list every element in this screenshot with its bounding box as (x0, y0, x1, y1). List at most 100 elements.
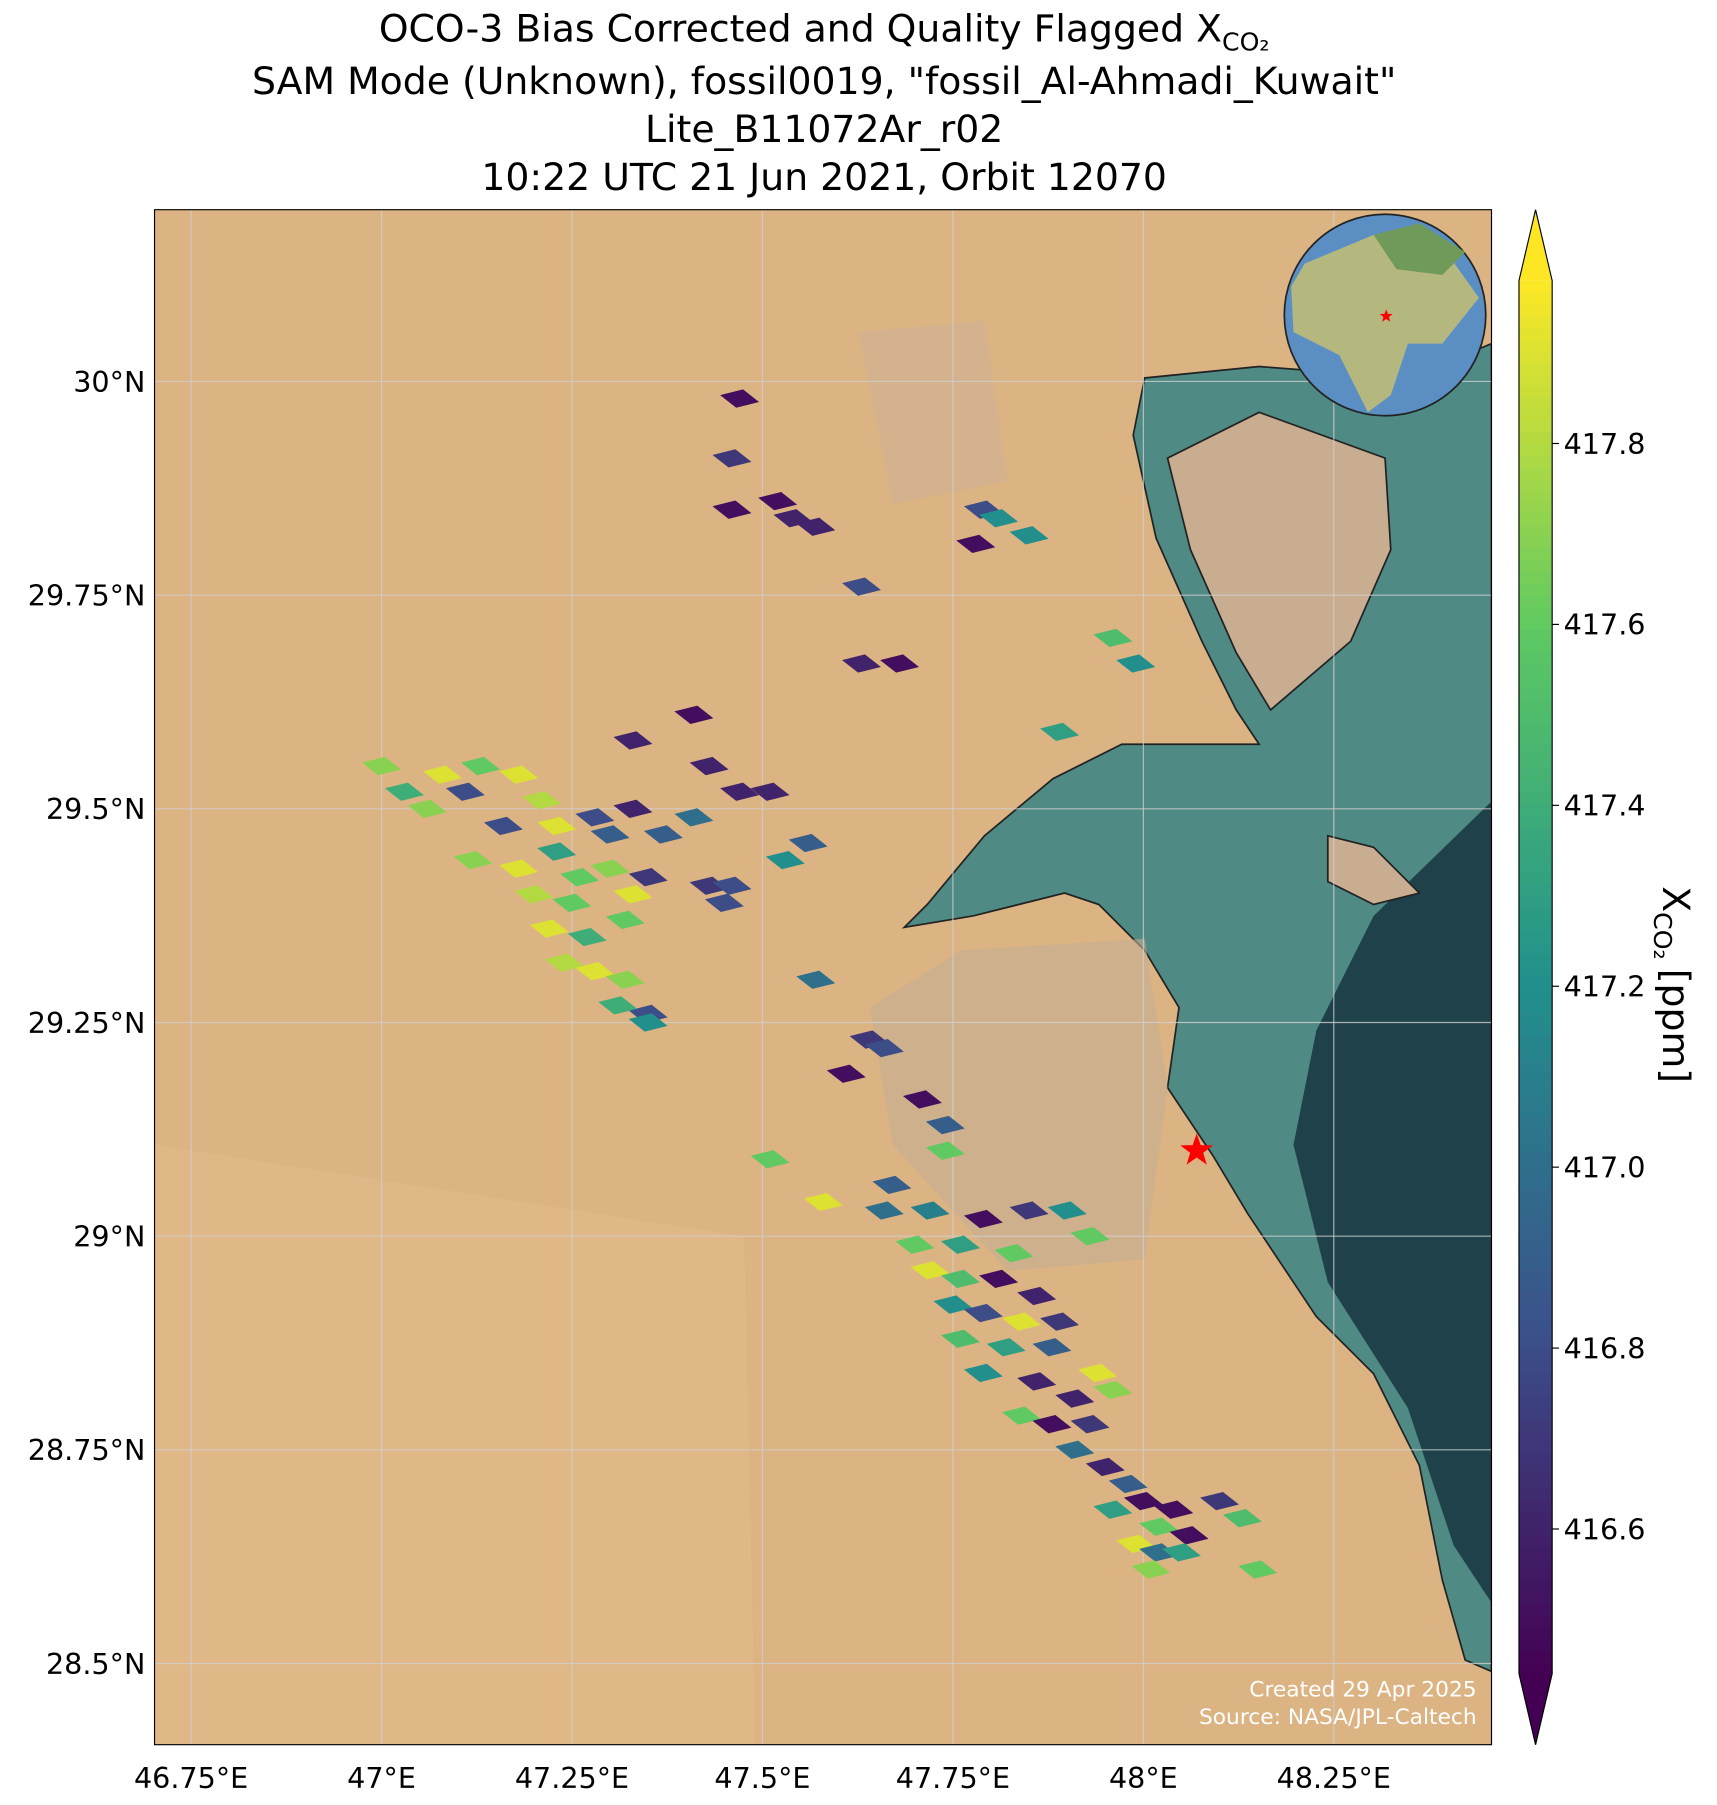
footprint (1085, 1457, 1125, 1477)
title-line: OCO-3 Bias Corrected and Quality Flagged… (379, 6, 1270, 56)
footprint (720, 389, 760, 408)
colorbar-segment (1518, 1487, 1553, 1501)
footprint (758, 491, 798, 511)
title-line: Lite_B11072Ar_r02 (645, 107, 1003, 151)
footprint (1108, 1474, 1148, 1494)
colorbar-segment (1518, 1464, 1553, 1478)
footprint (1009, 1201, 1049, 1220)
footprint (979, 1269, 1019, 1289)
colorbar-segment (1518, 1290, 1553, 1303)
colorbar-segment (1518, 884, 1553, 897)
colorbar-tick-label: 416.8 (1564, 1331, 1646, 1365)
colorbar-segment (1518, 454, 1553, 468)
footprint (575, 962, 615, 981)
footprint (1169, 1526, 1209, 1545)
x-tick-label: 48.25°E (1277, 1761, 1391, 1795)
x-tick-label: 47.75°E (896, 1761, 1010, 1795)
colorbar-segment (1518, 663, 1553, 677)
footprint (1017, 1372, 1057, 1391)
footprint (544, 953, 584, 972)
colorbar-segment (1518, 1058, 1553, 1071)
colorbar-segment (1518, 988, 1553, 1002)
footprint (994, 1244, 1034, 1263)
footprint (1093, 1500, 1133, 1519)
colorbar-segment (1518, 408, 1553, 421)
footprint (803, 1192, 843, 1212)
y-tick-label: 28.75°N (28, 1433, 146, 1467)
map-frame (153, 209, 1493, 1746)
y-tick-label: 29.25°N (28, 1006, 146, 1040)
colorbar-segment (1518, 1116, 1553, 1129)
colorbar-segment (1518, 1000, 1553, 1013)
colorbar-extend-min (1518, 1673, 1553, 1745)
colorbar-segment (1518, 1557, 1553, 1570)
colorbar-segment (1518, 1302, 1553, 1315)
y-tick-label: 28.5°N (46, 1647, 145, 1681)
colorbar-segment (1518, 1453, 1553, 1466)
x-tick-label: 48°E (1109, 1761, 1178, 1795)
colorbar-segment (1518, 1348, 1553, 1361)
footprint (1055, 1440, 1095, 1459)
footprint (788, 833, 828, 853)
footprint (1154, 1500, 1194, 1519)
colorbar-segment (1518, 768, 1553, 781)
colorbar-segment (1518, 1035, 1553, 1048)
colorbar-segment (1518, 1313, 1553, 1327)
colorbar-segment (1518, 280, 1553, 293)
footprint (750, 782, 790, 801)
colorbar-segment (1518, 1267, 1553, 1280)
colorbar-segment (1518, 628, 1553, 642)
colorbar-segment (1518, 1046, 1553, 1060)
colorbar-segment (1518, 1162, 1553, 1176)
footprint (796, 517, 836, 536)
colorbar-segment (1518, 1174, 1553, 1187)
colorbar-segment (1518, 396, 1553, 410)
footprint (499, 859, 539, 878)
colorbar-segment (1518, 1197, 1553, 1211)
footprint (956, 534, 996, 554)
colorbar-segment (1518, 756, 1553, 769)
colorbar-segment (1518, 338, 1553, 352)
x-tick-label: 47.5°E (714, 1761, 810, 1795)
footprint (1002, 1406, 1041, 1425)
title-line: SAM Mode (Unknown), fossil0019, "fossil_… (252, 59, 1396, 103)
footprint (1222, 1509, 1262, 1528)
colorbar-segment (1518, 1580, 1553, 1594)
colorbar-label-subscript: CO₂ (1648, 912, 1677, 959)
colorbar-segment (1518, 1499, 1553, 1512)
target-star (1180, 1133, 1214, 1165)
colorbar-segment (1518, 826, 1553, 839)
x-tick-label: 47.25°E (515, 1761, 629, 1795)
colorbar-segment (1518, 1070, 1553, 1083)
colorbar-segment (1518, 1081, 1553, 1094)
footprint (674, 808, 714, 827)
colorbar-segment (1518, 385, 1553, 398)
colorbar-segment (1518, 466, 1553, 479)
footprint (910, 1201, 950, 1220)
footprint (933, 1295, 973, 1314)
colorbar-segment (1518, 803, 1553, 816)
footprint (552, 893, 592, 912)
colorbar-segment (1518, 1604, 1553, 1617)
footprint (910, 1261, 950, 1280)
colorbar-segment (1518, 1429, 1553, 1443)
colorbar-segment (1518, 1012, 1553, 1025)
colorbar-segment (1518, 1186, 1553, 1199)
footprint (1131, 1560, 1171, 1579)
footprint (712, 449, 752, 468)
footprint (537, 816, 577, 836)
colorbar-segment (1518, 698, 1553, 711)
footprint (864, 1038, 904, 1058)
colorbar-segment (1518, 686, 1553, 700)
colorbar-segment (1518, 1220, 1553, 1234)
colorbar-segment (1518, 1662, 1553, 1675)
colorbar-segment (1518, 1441, 1553, 1454)
footprint (643, 825, 683, 844)
footprint (689, 756, 729, 776)
footprint (1238, 1560, 1278, 1579)
footprint (880, 654, 920, 673)
footprint (1093, 1380, 1133, 1400)
footprint (529, 919, 569, 938)
footprint (895, 1235, 935, 1254)
footprint (613, 731, 653, 750)
